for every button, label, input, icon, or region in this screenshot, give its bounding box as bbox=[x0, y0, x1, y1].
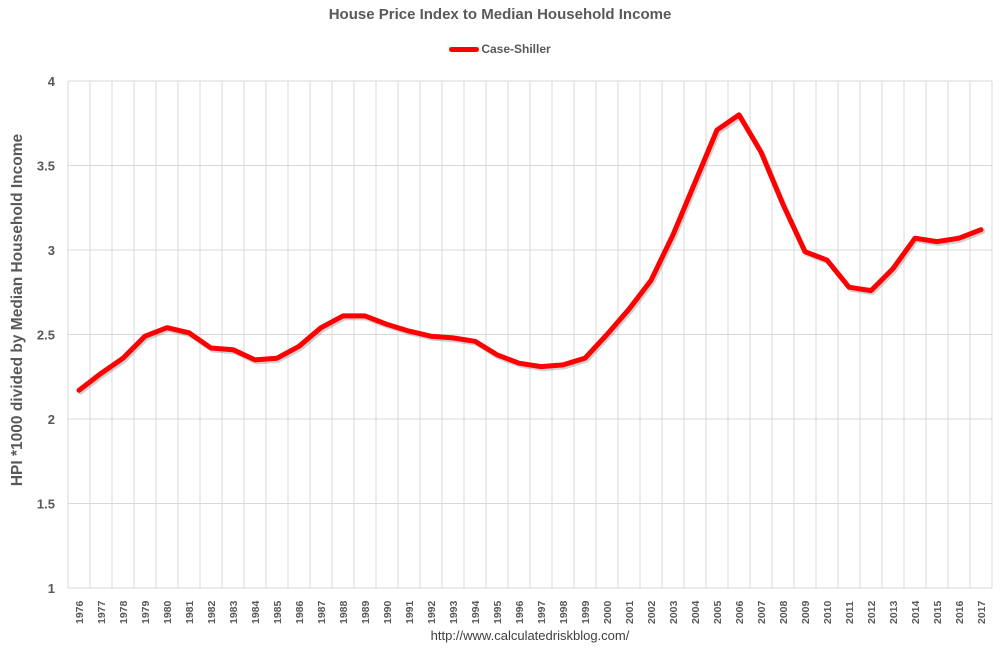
legend-label-case-shiller: Case-Shiller bbox=[481, 42, 551, 56]
x-tick-label: 1995 bbox=[492, 600, 504, 624]
x-tick-label: 2000 bbox=[602, 600, 614, 624]
x-tick-label: 2001 bbox=[624, 600, 636, 624]
x-tick-label: 2016 bbox=[954, 600, 966, 624]
x-tick-label: 1981 bbox=[184, 600, 196, 624]
x-tick-label: 1990 bbox=[382, 600, 394, 624]
x-tick-label: 1996 bbox=[514, 600, 526, 624]
series-line bbox=[76, 112, 984, 393]
x-tick-label: 1993 bbox=[448, 600, 460, 624]
x-tick-label: 2002 bbox=[646, 600, 658, 624]
x-tick-label: 2011 bbox=[844, 601, 856, 624]
x-tick-label: 1999 bbox=[580, 600, 592, 624]
x-tick-label: 2017 bbox=[976, 600, 988, 624]
x-tick-label: 1979 bbox=[140, 600, 152, 624]
x-tick-label: 2004 bbox=[690, 600, 702, 624]
chart-title: House Price Index to Median Household In… bbox=[328, 6, 672, 23]
x-tick-label: 1998 bbox=[558, 600, 570, 624]
y-axis-ticks: 1 1.5 2 2.5 3 3.5 4 bbox=[37, 74, 56, 596]
x-tick-label: 1991 bbox=[404, 600, 416, 624]
x-tick-label: 1986 bbox=[294, 600, 306, 624]
x-tick-label: 2014 bbox=[910, 600, 922, 624]
y-tick-label: 3.5 bbox=[37, 159, 55, 174]
x-tick-label: 1992 bbox=[426, 600, 438, 624]
x-tick-label: 1997 bbox=[536, 600, 548, 624]
x-tick-label: 1987 bbox=[316, 600, 328, 624]
x-tick-label: 2003 bbox=[668, 600, 680, 624]
legend: Case-Shiller bbox=[0, 42, 1000, 56]
x-tick-label: 2013 bbox=[888, 600, 900, 624]
y-tick-label: 2.5 bbox=[37, 328, 55, 343]
y-tick-label: 2 bbox=[48, 412, 55, 427]
y-axis-title: HPI *1000 divided by Median Household In… bbox=[9, 133, 26, 487]
legend-line-swatch-icon bbox=[449, 46, 480, 52]
x-tick-label: 2012 bbox=[866, 600, 878, 624]
x-tick-label: 2008 bbox=[778, 600, 790, 624]
y-tick-label: 1 bbox=[48, 581, 55, 596]
x-tick-label: 2015 bbox=[932, 600, 944, 624]
x-tick-label: 2010 bbox=[822, 600, 834, 624]
x-axis-ticks: 1976 1977 1978 1979 1980 1981 1982 1983 1984 1985… bbox=[74, 600, 988, 624]
x-tick-label: 1983 bbox=[228, 600, 240, 624]
x-tick-label: 1988 bbox=[338, 600, 350, 624]
series-case-shiller bbox=[76, 112, 985, 395]
x-tick-label: 1977 bbox=[96, 600, 108, 624]
gridlines bbox=[67, 80, 993, 589]
x-tick-label: 1989 bbox=[360, 600, 372, 624]
x-tick-label: 1976 bbox=[74, 600, 86, 624]
source-url: http://www.calculatedriskblog.com/ bbox=[430, 628, 630, 643]
x-tick-label: 2009 bbox=[800, 600, 812, 624]
x-tick-label: 2005 bbox=[712, 600, 724, 624]
x-tick-label: 1984 bbox=[250, 600, 262, 624]
x-tick-label: 1985 bbox=[272, 600, 284, 624]
x-tick-label: 1980 bbox=[162, 600, 174, 624]
x-tick-label: 1994 bbox=[470, 600, 482, 624]
y-tick-label: 1.5 bbox=[37, 497, 55, 512]
y-tick-label: 3 bbox=[48, 243, 55, 258]
x-tick-label: 1978 bbox=[118, 600, 130, 624]
x-tick-label: 2007 bbox=[756, 600, 768, 624]
x-tick-label: 1982 bbox=[206, 600, 218, 624]
x-tick-label: 2006 bbox=[734, 600, 746, 624]
y-tick-label: 4 bbox=[48, 74, 56, 89]
